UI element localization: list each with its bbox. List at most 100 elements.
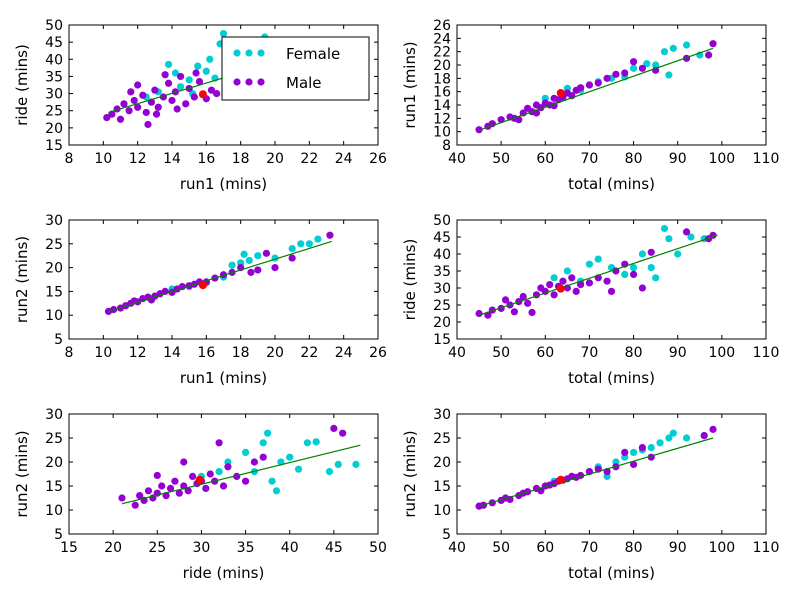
y-tick-label: 14	[433, 98, 451, 114]
male-point	[705, 51, 713, 59]
x-tick-label: 110	[753, 345, 780, 361]
female-point	[665, 235, 673, 243]
female-point	[352, 460, 360, 468]
x-tick-label: 70	[581, 540, 599, 556]
mean-point	[198, 90, 207, 99]
y-tick-label: 15	[45, 138, 63, 154]
male-point	[638, 64, 647, 72]
subplot-5: 15 20 25 30 35 40 45 50 5 10 15 20 25 30 ride (mins) ru…	[13, 407, 387, 582]
male-point	[621, 448, 629, 456]
male-point	[142, 108, 150, 117]
legend: Female Male	[221, 36, 370, 101]
x-tick-label: 100	[708, 151, 735, 167]
male-point	[524, 299, 532, 307]
female-point	[669, 429, 677, 437]
male-point	[250, 458, 258, 466]
fit-line	[121, 444, 361, 505]
female-point	[325, 468, 334, 476]
male-point	[629, 270, 638, 278]
x-tick-label: 35	[237, 540, 255, 556]
male-point	[339, 429, 347, 437]
subplot-4: 40 50 60 70 80 90 100 1101520253035404550total …	[401, 213, 779, 387]
x-tick-label: 40	[448, 345, 466, 361]
female-point	[563, 267, 571, 275]
y-tick-label: 35	[45, 69, 63, 85]
x-axis-label: run1 (mins)	[180, 175, 267, 193]
x-tick-label: 90	[669, 151, 687, 167]
female-point	[202, 67, 210, 75]
plot-area	[104, 231, 334, 315]
female-point	[240, 250, 248, 258]
female-point	[215, 468, 223, 476]
female-point	[682, 434, 691, 442]
x-tick-label: 60	[536, 540, 554, 556]
male-point	[158, 482, 166, 490]
y-tick-label: 20	[45, 261, 63, 277]
female-point	[652, 274, 660, 282]
male-point	[550, 291, 558, 299]
plot-area	[475, 40, 717, 134]
x-axis-label: total (mins)	[568, 369, 655, 387]
female-point	[303, 439, 311, 447]
y-tick-label: 8	[442, 138, 451, 154]
y-tick-label: 35	[433, 264, 451, 280]
plot-area	[118, 424, 361, 509]
female-point	[272, 487, 281, 495]
x-tick-label: 110	[753, 540, 780, 556]
y-tick-label: 12	[433, 111, 451, 127]
x-tick-label: 45	[325, 540, 343, 556]
male-point	[612, 70, 620, 78]
x-axis-label: total (mins)	[568, 175, 655, 193]
x-tick-label: 50	[492, 151, 510, 167]
y-tick-label: 10	[433, 503, 451, 519]
y-tick-label: 20	[45, 121, 63, 137]
male-point	[130, 96, 138, 105]
y-tick-label: 26	[433, 18, 451, 34]
male-point	[638, 444, 647, 452]
x-tick-label: 100	[708, 540, 735, 556]
x-tick-label: 80	[625, 151, 643, 167]
x-tick-label: 70	[581, 345, 599, 361]
x-tick-label: 90	[669, 540, 687, 556]
female-point	[219, 29, 228, 38]
female-point	[297, 240, 305, 248]
male-point	[151, 86, 159, 94]
legend-marker	[257, 78, 265, 86]
male-point	[528, 308, 536, 317]
male-point	[184, 487, 192, 495]
y-tick-label: 45	[433, 230, 451, 246]
y-tick-label: 15	[433, 332, 451, 348]
male-point	[629, 58, 638, 66]
male-point	[190, 93, 198, 101]
male-point	[182, 100, 190, 108]
x-axis-label: run1 (mins)	[180, 369, 267, 387]
female-point	[621, 270, 629, 278]
y-tick-label: 15	[45, 479, 63, 495]
male-point	[262, 249, 271, 257]
mean-point	[556, 89, 565, 97]
x-tick-label: 24	[335, 151, 353, 167]
axes-frame	[456, 413, 767, 535]
axes-frame	[456, 219, 767, 340]
male-point	[577, 281, 585, 289]
x-tick-label: 60	[536, 345, 554, 361]
x-tick-label: 100	[708, 345, 735, 361]
x-tick-label: 80	[625, 345, 643, 361]
y-axis-label: run1 (mins)	[401, 41, 419, 128]
x-tick-label: 40	[448, 151, 466, 167]
axes-frame	[68, 413, 379, 535]
male-point	[161, 71, 169, 79]
y-tick-label: 45	[45, 35, 63, 51]
female-point	[314, 235, 322, 243]
mean-point	[556, 284, 565, 293]
female-point	[669, 44, 677, 52]
legend-marker	[257, 49, 265, 57]
y-tick-label: 5	[54, 332, 63, 348]
plot-area	[475, 224, 718, 319]
y-tick-label: 20	[45, 455, 63, 471]
male-point	[164, 79, 173, 87]
male-point	[180, 458, 188, 466]
x-tick-label: 25	[148, 540, 166, 556]
x-tick-label: 20	[266, 345, 284, 361]
y-tick-label: 10	[45, 308, 63, 324]
